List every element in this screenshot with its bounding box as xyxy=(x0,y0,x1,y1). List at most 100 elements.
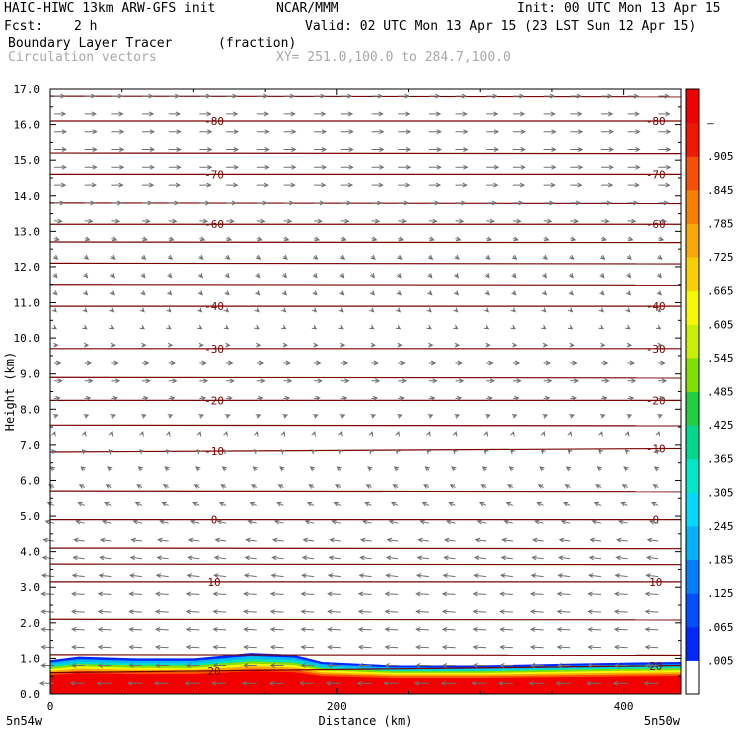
circulation-vector xyxy=(70,663,85,668)
circulation-vector xyxy=(541,324,547,330)
circulation-vector xyxy=(364,501,372,507)
circulation-vector xyxy=(370,342,377,348)
circulation-vector xyxy=(543,360,552,366)
colorbar-label: .185 xyxy=(707,554,734,567)
circulation-vector xyxy=(223,449,229,455)
circulation-vector xyxy=(658,200,670,206)
circulation-vector xyxy=(357,663,372,668)
circulation-vector xyxy=(357,609,372,615)
circulation-vector xyxy=(54,200,65,206)
circulation-vector xyxy=(658,93,670,99)
circulation-vector xyxy=(455,147,469,152)
circulation-vector xyxy=(371,182,384,188)
circulation-vector xyxy=(368,449,374,455)
plot-area xyxy=(50,89,681,694)
colorbar-swatch xyxy=(686,492,699,527)
circulation-vector xyxy=(452,431,458,437)
circulation-vector xyxy=(168,218,178,224)
circulation-vector xyxy=(314,164,328,170)
circulation-vector xyxy=(645,555,659,561)
circulation-vector xyxy=(658,147,672,152)
circulation-vector xyxy=(243,644,257,650)
circulation-vector xyxy=(481,466,488,472)
circulation-vector xyxy=(84,129,98,135)
contour-label: -60 xyxy=(646,218,666,231)
circulation-vector xyxy=(454,414,461,419)
circulation-vector xyxy=(359,537,372,543)
circulation-vector xyxy=(512,164,526,170)
circulation-vector xyxy=(256,129,270,135)
circulation-vector xyxy=(600,218,610,224)
circulation-vector xyxy=(542,273,548,279)
circulation-vector xyxy=(325,680,341,686)
circulation-vector xyxy=(154,644,169,650)
circulation-vector xyxy=(658,182,671,188)
circulation-vector xyxy=(210,680,227,686)
circulation-vector xyxy=(195,466,201,472)
circulation-vector xyxy=(536,501,544,507)
circulation-vector xyxy=(570,182,583,188)
circulation-vector xyxy=(595,484,602,489)
circulation-vector xyxy=(109,290,116,296)
circulation-vector xyxy=(256,395,264,401)
circulation-vector xyxy=(621,484,628,489)
circulation-vector xyxy=(128,609,143,615)
circulation-vector xyxy=(510,307,516,313)
circulation-vector xyxy=(441,627,456,632)
circulation-vector xyxy=(613,663,628,668)
y-tick-label: 7.0 xyxy=(20,439,40,452)
circulation-vector xyxy=(164,466,170,472)
circulation-vector xyxy=(593,501,602,507)
circulation-vector xyxy=(247,519,257,525)
circulation-vector xyxy=(256,200,268,206)
circulation-vector xyxy=(52,414,59,419)
circulation-vector xyxy=(186,573,200,579)
circulation-vector xyxy=(368,431,374,437)
circulation-vector xyxy=(415,627,429,632)
circulation-vector xyxy=(53,395,61,401)
circulation-vector xyxy=(423,484,430,489)
temperature-contour-line xyxy=(49,424,682,427)
circulation-vector xyxy=(452,449,458,455)
colorbar-swatch xyxy=(686,357,699,392)
circulation-vector xyxy=(197,307,203,313)
circulation-vector xyxy=(455,182,468,188)
circulation-vector xyxy=(199,378,209,384)
circulation-vector xyxy=(512,129,526,135)
circulation-vector xyxy=(142,147,156,152)
circulation-vector xyxy=(567,449,573,455)
circulation-vector xyxy=(198,342,205,348)
circulation-vector xyxy=(624,449,630,455)
circulation-vector xyxy=(256,342,262,348)
circulation-vector xyxy=(541,307,547,313)
circulation-vector xyxy=(613,627,628,632)
temperature-contour-line xyxy=(49,241,682,244)
circulation-vector xyxy=(84,182,98,188)
circulation-vector xyxy=(84,218,94,224)
circulation-vector xyxy=(483,324,490,330)
circulation-vector xyxy=(505,501,514,507)
circulation-vector xyxy=(512,342,518,348)
circulation-vector xyxy=(130,537,143,543)
contour-label: -80 xyxy=(204,115,224,128)
circulation-vector xyxy=(532,537,544,543)
circulation-vector xyxy=(255,290,261,296)
circulation-vector xyxy=(282,414,289,419)
y-tick-label: 9.0 xyxy=(20,368,40,381)
circulation-vector xyxy=(226,147,240,152)
circulation-vector xyxy=(371,93,384,99)
circulation-vector xyxy=(570,164,584,170)
x-tick-label: 400 xyxy=(614,700,634,713)
contour-label: -60 xyxy=(204,218,224,231)
circulation-vector xyxy=(340,342,346,348)
circulation-vector xyxy=(331,519,341,525)
contour-label: 0 xyxy=(652,514,659,527)
circulation-vector xyxy=(218,501,227,507)
circulation-vector xyxy=(486,111,499,117)
circulation-vector xyxy=(167,290,173,296)
circulation-vector xyxy=(327,627,341,632)
circulation-vector xyxy=(340,93,353,99)
circulation-vector xyxy=(600,236,607,242)
circulation-vector xyxy=(199,218,209,224)
circulation-vector xyxy=(223,431,228,437)
